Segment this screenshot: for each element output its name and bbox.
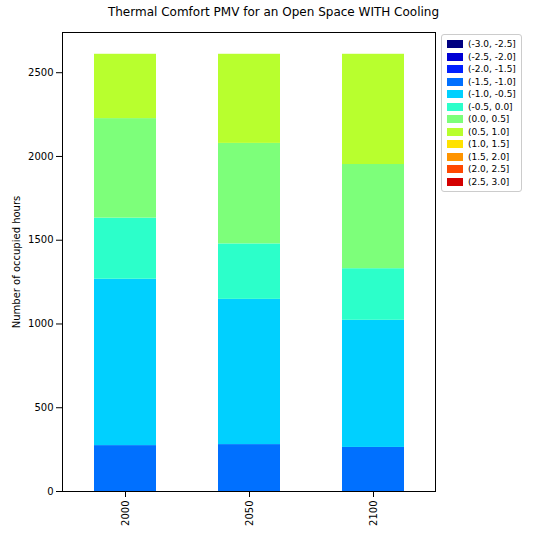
html-text:(2.5, 3.0]: (2.5, 3.0]: [468, 176, 510, 187]
html-text:(1.0, 1.5]: (1.0, 1.5]: [468, 139, 510, 150]
html-text:Thermal Comfort PMV for an Ope: Thermal Comfort PMV for an Open Space WI…: [107, 5, 440, 19]
html-text:(-1.5, -1.0]: (-1.5, -1.0]: [468, 76, 516, 87]
html-text:(-3.0, -2.5]: (-3.0, -2.5]: [468, 39, 516, 50]
svg-text:2100: 2100: [368, 501, 379, 526]
html-text:(-0.5, 0.0]: (-0.5, 0.0]: [468, 101, 513, 112]
html-text:(-2.0, -1.5]: (-2.0, -1.5]: [468, 64, 516, 75]
svg-text:2000: 2000: [120, 501, 131, 526]
html-text:(1.5, 2.0]: (1.5, 2.0]: [468, 151, 510, 162]
svg-text:500: 500: [34, 402, 53, 413]
svg-text:1000: 1000: [28, 318, 53, 329]
svg-text:2000: 2000: [28, 151, 53, 162]
html-text:(0.5, 1.0]: (0.5, 1.0]: [468, 126, 510, 137]
html-text:(-1.0, -0.5]: (-1.0, -0.5]: [468, 89, 516, 100]
svg-text:2050: 2050: [244, 501, 255, 526]
html-text:(0.0, 0.5]: (0.0, 0.5]: [468, 114, 510, 125]
svg-text:Number of occupied hours: Number of occupied hours: [11, 196, 22, 329]
html-text:(2.0, 2.5]: (2.0, 2.5]: [468, 164, 510, 175]
svg-text:2500: 2500: [28, 67, 53, 78]
svg-text:1500: 1500: [28, 234, 53, 245]
svg-text:0: 0: [47, 486, 53, 497]
html-text:(-2.5, -2.0]: (-2.5, -2.0]: [468, 51, 516, 62]
